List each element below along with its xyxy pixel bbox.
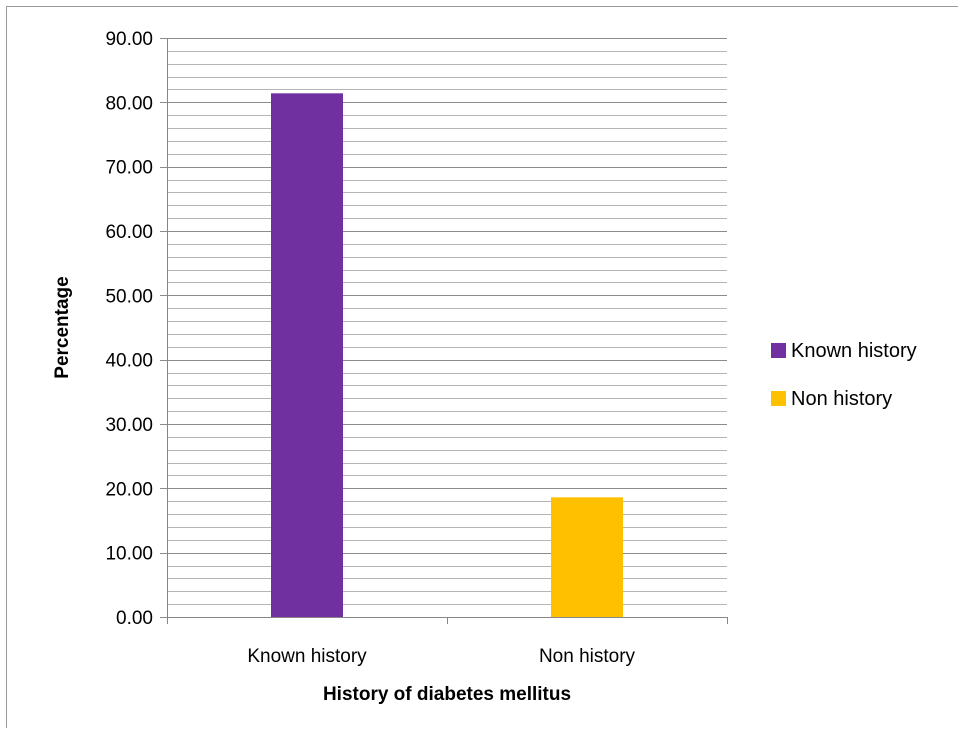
y-axis-title: Percentage: [52, 276, 73, 378]
y-tick-label: 20.00: [105, 479, 153, 500]
legend-swatch: [771, 343, 786, 358]
y-tick-label: 90.00: [105, 29, 153, 50]
x-tick-label: Non history: [539, 646, 636, 667]
y-tick-label: 50.00: [105, 286, 153, 307]
y-tick-label: 30.00: [105, 415, 153, 436]
y-tick-label: 60.00: [105, 222, 153, 243]
x-tick-label: Known history: [247, 646, 367, 667]
chart-frame: [6, 6, 958, 728]
x-axis-title: History of diabetes mellitus: [323, 684, 571, 705]
x-axis-tick-labels: Known history Non history: [167, 617, 728, 667]
bars: [271, 93, 623, 618]
y-tick-label: 80.00: [105, 93, 153, 114]
y-tick-label: 10.00: [105, 544, 153, 565]
y-tick-label: 40.00: [105, 351, 153, 372]
legend-label: Non history: [791, 388, 892, 410]
y-tick-label: 70.00: [105, 158, 153, 179]
y-tick-label: 0.00: [116, 608, 153, 629]
legend-swatch: [771, 391, 786, 406]
bar-known-history: [271, 93, 343, 618]
y-axis-tick-labels: 0.00 10.00 20.00 30.00 40.00 50.00 60.00 70.00 8…: [105, 29, 153, 629]
legend: Known history Non history: [771, 340, 917, 410]
gridlines: [160, 38, 727, 618]
bar-non-history: [551, 497, 623, 617]
legend-label: Known history: [791, 340, 917, 362]
